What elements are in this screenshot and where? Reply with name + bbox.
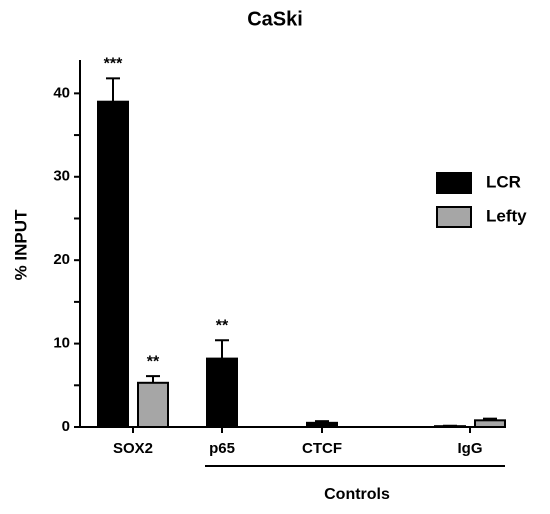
x-tick-label: SOX2 [113,440,153,457]
y-axis-label: % INPUT [11,209,30,280]
chart-title: CaSki [247,8,303,30]
legend-swatch [436,172,472,194]
significance-label: ** [147,353,160,370]
y-tick-label: 10 [53,335,70,352]
y-tick-label: 30 [53,168,70,185]
legend-swatch [436,206,472,228]
bar [206,357,238,429]
legend-label: Lefty [486,206,527,225]
x-tick-label: IgG [458,440,483,457]
bar [474,419,506,428]
group-label: Controls [324,486,390,503]
y-tick-label: 20 [53,251,70,268]
y-tick-label: 0 [62,418,70,435]
y-tick-label: 40 [53,84,70,101]
x-tick-label: CTCF [302,440,342,457]
significance-label: *** [104,56,123,73]
bar [137,381,169,428]
bar [306,421,338,429]
x-tick-label: p65 [209,440,235,457]
bar [97,100,129,428]
legend-label: LCR [486,172,521,191]
significance-label: ** [216,317,229,334]
